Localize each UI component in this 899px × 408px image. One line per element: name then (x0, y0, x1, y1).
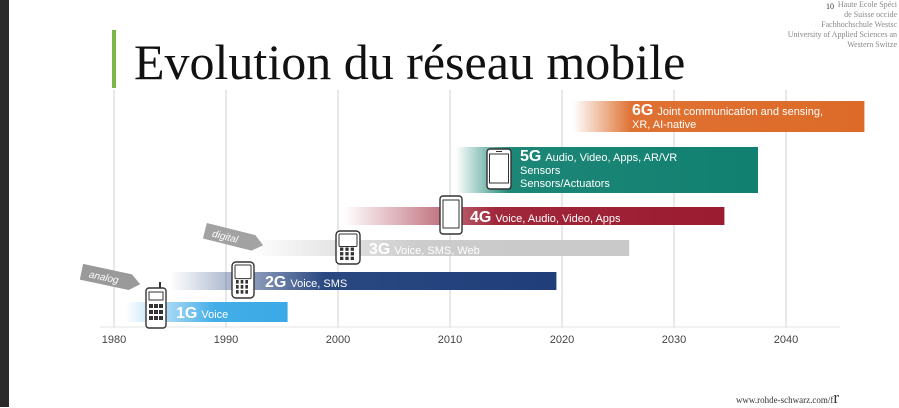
phone-key (350, 256, 354, 261)
phone-key (350, 252, 354, 256)
phone-key (159, 304, 163, 308)
university-line: Haute Ecole Spéci (837, 0, 897, 9)
x-tick-label: 2040 (774, 334, 798, 346)
technology-arrow-shape (79, 263, 141, 290)
x-tick-label: 2010 (438, 334, 462, 346)
phone-key (245, 280, 248, 284)
title-accent-bar (112, 30, 116, 88)
university-logo-text: Haute Ecole Spéci de Suisse occide Fachh… (788, 0, 897, 50)
x-tick-label: 2020 (550, 334, 574, 346)
phone-key (154, 304, 158, 308)
generation-label-4g: 4G Voice, Audio, Video, Apps (470, 209, 621, 226)
device-phone-keypad-icon (231, 261, 255, 299)
phone-key (240, 290, 244, 294)
phone-key (240, 280, 244, 284)
phone-key (149, 304, 153, 308)
university-line: Fachhochschule Westsc (821, 20, 897, 29)
device-phone-keypad-icon (335, 230, 361, 265)
generation-bar-6g (573, 101, 865, 132)
phone-key (159, 310, 163, 314)
generation-service-line: Sensors/Actuators (520, 178, 610, 190)
phone-key (236, 280, 239, 284)
phone-key (340, 247, 344, 251)
x-tick-label: 1980 (102, 334, 126, 346)
tablet-screen (442, 199, 460, 229)
generation-bar-4g (343, 207, 725, 225)
phone-key (245, 290, 248, 294)
generation-label-6g: 6G Joint communication and sensing, (632, 102, 823, 119)
phone-key (345, 256, 349, 261)
x-tick-label: 1990 (214, 334, 238, 346)
technology-arrow: digital (202, 222, 264, 251)
phone-screen (148, 291, 164, 301)
phone-key (149, 310, 153, 314)
generation-bar-2g (170, 272, 557, 290)
phone-key (236, 290, 239, 294)
generation-label-2g: 2G Voice, SMS (265, 274, 347, 291)
generation-service-line: Sensors (520, 165, 561, 177)
x-tick-label: 2030 (662, 334, 686, 346)
phone-key (345, 252, 349, 256)
page-title: Evolution du réseau mobile (134, 34, 686, 90)
device-smartphone-icon (486, 148, 512, 190)
phone-key (350, 247, 354, 251)
phone-key (149, 316, 153, 320)
phone-key (345, 247, 349, 251)
technology-arrow-shape (202, 222, 264, 251)
generation-service-line: XR, AI-native (632, 119, 696, 131)
phone-screen (234, 264, 252, 280)
phone-key (236, 285, 239, 289)
generation-label-3g: 3G Voice, SMS, Web (369, 241, 480, 258)
x-tick-label: 2000 (326, 334, 350, 346)
device-tablet-icon (439, 195, 463, 235)
phone-screen (338, 233, 358, 248)
university-line: University of Applied Sciences an (787, 30, 897, 39)
university-line: de Suisse occide (844, 10, 897, 19)
phone-key (245, 285, 248, 289)
slide-number: 10 (826, 2, 834, 11)
phone-key (240, 285, 244, 289)
device-phone-brick-icon (145, 282, 167, 329)
generation-label-5g: 5G Audio, Video, Apps, AR/VR (520, 148, 677, 165)
phone-key (154, 310, 158, 314)
phone-key (340, 252, 344, 256)
source-url: www.rohde-schwarz.com/f (735, 395, 834, 405)
phone-key (159, 316, 163, 320)
smartphone-screen (489, 153, 509, 184)
phone-key (340, 256, 344, 261)
technology-arrow: analog (79, 263, 141, 290)
source-footer: www.rohde-schwarz.com/fr (736, 388, 839, 408)
generation-label-1g: 1G Voice (176, 305, 228, 322)
phone-key (154, 316, 158, 320)
slide-left-edge (0, 0, 9, 407)
university-line: Western Switze (847, 40, 897, 49)
source-suffix: r (833, 388, 839, 407)
